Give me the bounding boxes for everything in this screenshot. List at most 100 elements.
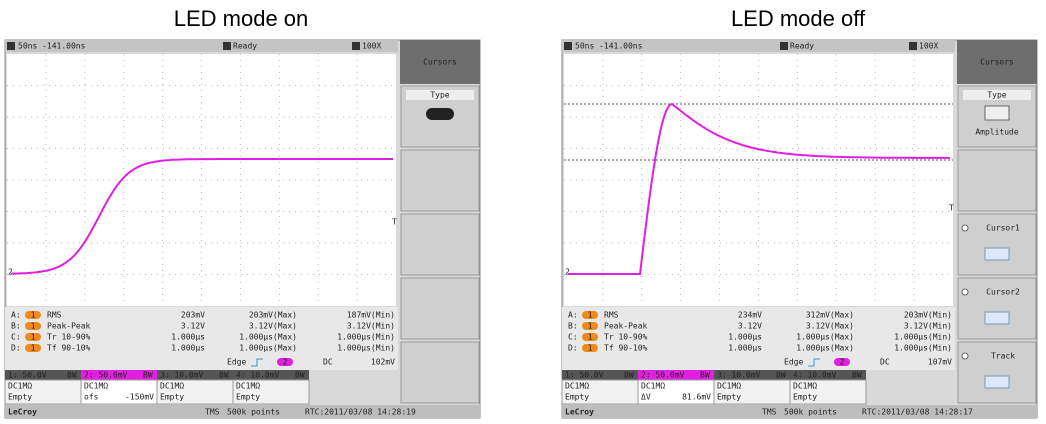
status: Ready <box>790 42 814 51</box>
trigger-channel: 2 <box>840 358 845 367</box>
footer-points: 500k points <box>227 408 280 417</box>
measure-max: 3.12V(Max) <box>249 322 297 331</box>
probe-icon <box>352 42 360 50</box>
channel-info: Empty <box>236 393 260 402</box>
trigger-level: 102mV <box>371 358 395 367</box>
measure-badge-text: 1 <box>31 333 36 342</box>
measure-min: 203mV(Min) <box>904 311 952 320</box>
menu-item-knob <box>962 225 968 231</box>
measure-min: 1.000µs(Min) <box>894 333 952 342</box>
measure-name: Tr 10-90% <box>47 333 91 342</box>
page: LED mode on 50ns -141.00ns Ready 100X 2 T A: 1 R… <box>0 0 1046 424</box>
measure-label: C: <box>568 333 578 342</box>
measure-value: 1.000µs <box>728 333 762 342</box>
footer-rtc: RTC:2011/03/08 14:28:19 <box>305 408 416 417</box>
header-icon <box>7 42 15 50</box>
status-icon <box>223 42 231 50</box>
channel-label: 1: 50.0V <box>8 371 47 380</box>
measure-badge-text: 1 <box>31 311 36 320</box>
measure-min: 1.000µs(Min) <box>337 333 395 342</box>
menu-item-label: Type <box>430 91 449 100</box>
menu-item-value: Amplitude <box>975 128 1019 137</box>
footer-points: 500k points <box>784 408 837 417</box>
probe-icon <box>909 42 917 50</box>
channel-bw: BW <box>143 371 153 380</box>
menu-title: Cursors <box>423 58 457 67</box>
panel-title: LED mode on <box>174 6 309 31</box>
channel-info: Empty <box>793 393 817 402</box>
measure-label: A: <box>568 311 578 320</box>
measure-label: A: <box>11 311 21 320</box>
channel-info: Empty <box>565 393 589 402</box>
measure-label: B: <box>568 322 578 331</box>
measure-value: 3.12V <box>738 322 762 331</box>
probe: 100X <box>919 42 938 51</box>
measure-value: 1.000µs <box>171 333 205 342</box>
measure-name: RMS <box>604 311 619 320</box>
measure-value: 234mV <box>738 311 762 320</box>
trigger-channel: 2 <box>283 358 288 367</box>
channel-coupling: DC1MΩ <box>717 382 741 391</box>
measure-max: 312mV(Max) <box>806 311 854 320</box>
channel-coupling: DC1MΩ <box>793 382 817 391</box>
channel-bw: BW <box>295 371 305 380</box>
status-icon <box>780 42 788 50</box>
measure-name: Peak-Peak <box>604 322 648 331</box>
menu-item-knob <box>962 289 968 295</box>
channel-coupling: DC1MΩ <box>565 382 589 391</box>
probe: 100X <box>362 42 381 51</box>
channel-coupling: DC1MΩ <box>236 382 260 391</box>
menu-item-value: Off <box>433 110 448 119</box>
channel-coupling: DC1MΩ <box>8 382 32 391</box>
measure-value: 1.000µs <box>728 344 762 353</box>
channel-bw: BW <box>219 371 229 380</box>
menu-item-label: Type <box>987 91 1006 100</box>
menu-slot <box>401 214 479 275</box>
channel-label: 3: 10.0mV <box>160 371 204 380</box>
channel-info: Empty <box>160 393 184 402</box>
timebase: 50ns -141.00ns <box>18 42 86 51</box>
measure-min: 3.12V(Min) <box>347 322 395 331</box>
channel-label: 2: 50.0mV <box>84 371 128 380</box>
trigger-level: 107mV <box>928 358 952 367</box>
footer-rtc: RTC:2011/03/08 14:28:17 <box>862 408 973 417</box>
channel-label: 3: 10.0mV <box>717 371 761 380</box>
status: Ready <box>233 42 257 51</box>
measure-label: B: <box>11 322 21 331</box>
measure-min: 187mV(Min) <box>347 311 395 320</box>
measure-badge-text: 1 <box>588 322 593 331</box>
trigger-coupling: DC <box>880 358 890 367</box>
channel-bw: BW <box>776 371 786 380</box>
timebase: 50ns -141.00ns <box>575 42 643 51</box>
measure-badge-text: 1 <box>588 344 593 353</box>
menu-item-icon <box>985 312 1009 324</box>
channel-info: ofs <box>84 393 99 402</box>
measure-max: 1.000µs(Max) <box>796 333 854 342</box>
channel-marker: 2 <box>8 268 13 277</box>
measure-label: D: <box>11 344 21 353</box>
channel-coupling: DC1MΩ <box>84 382 108 391</box>
menu-item-label: Cursor1 <box>986 224 1020 233</box>
menu-title: Cursors <box>980 58 1014 67</box>
menu-item-icon <box>985 248 1009 260</box>
measure-name: Peak-Peak <box>47 322 91 331</box>
measure-max: 1.000µs(Max) <box>239 333 297 342</box>
trigger-marker: T <box>949 204 954 213</box>
trigger-mode: Edge <box>227 358 246 367</box>
measure-min: 3.12V(Min) <box>904 322 952 331</box>
panel-title: LED mode off <box>731 6 866 31</box>
channel-bw: BW <box>624 371 634 380</box>
measure-badge-text: 1 <box>31 322 36 331</box>
measure-name: Tf 90-10% <box>47 344 91 353</box>
measure-value: 203mV <box>181 311 205 320</box>
menu-slot <box>401 150 479 211</box>
brand: LeCroy <box>565 408 594 417</box>
measure-value: 1.000µs <box>171 344 205 353</box>
measure-max: 1.000µs(Max) <box>239 344 297 353</box>
menu-slot <box>401 342 479 403</box>
channel-label: 4: 10.0mV <box>236 371 280 380</box>
channel-coupling: DC1MΩ <box>641 382 665 391</box>
channel-bw: BW <box>67 371 77 380</box>
footer-mode: TMS <box>205 408 220 417</box>
channel-info-value: 81.6mV <box>682 393 711 402</box>
